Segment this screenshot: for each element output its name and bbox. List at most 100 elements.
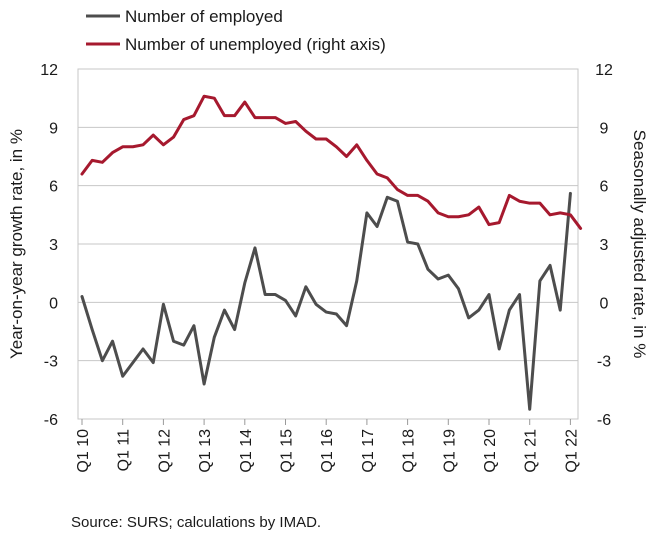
data-point xyxy=(223,308,226,312)
series-line-1 xyxy=(80,94,583,230)
data-point xyxy=(233,114,236,117)
data-point xyxy=(182,343,185,347)
data-point xyxy=(559,308,562,312)
data-point xyxy=(386,196,389,199)
data-point xyxy=(213,96,216,100)
data-point xyxy=(365,211,369,215)
data-point xyxy=(192,114,196,117)
data-point xyxy=(243,281,246,285)
data-point xyxy=(335,145,338,148)
x-tick-label: Q1 18 xyxy=(401,429,418,473)
right-axis-ticks: -6 -3 0 3 6 9 12 xyxy=(595,62,613,429)
data-point xyxy=(497,347,501,351)
data-point xyxy=(345,324,348,327)
right-tick-label: 12 xyxy=(595,62,613,79)
data-point xyxy=(528,201,531,205)
x-tick-label: Q1 21 xyxy=(523,429,540,473)
data-point xyxy=(80,295,84,298)
data-point xyxy=(365,159,369,162)
data-point xyxy=(436,277,440,281)
data-point xyxy=(569,192,572,195)
data-point xyxy=(294,314,297,318)
left-tick-label: 0 xyxy=(49,295,58,312)
data-point xyxy=(141,347,145,351)
x-tick-label: Q1 15 xyxy=(279,429,296,473)
legend-label-unemployed: Number of unemployed (right axis) xyxy=(125,35,386,54)
data-point xyxy=(274,293,277,296)
data-point xyxy=(172,340,175,343)
data-point xyxy=(111,151,114,154)
right-tick-label: -6 xyxy=(597,412,611,429)
x-axis-ticks: Q1 10 Q1 11 Q1 12 Q1 13 Q1 14 Q1 15 Q1 16 Q1 17… xyxy=(75,419,580,473)
data-point xyxy=(162,143,165,147)
data-point xyxy=(477,308,481,312)
right-tick-label: -3 xyxy=(597,354,611,371)
data-point xyxy=(386,176,389,180)
data-point xyxy=(487,223,491,226)
data-point xyxy=(90,328,94,331)
data-point xyxy=(559,211,562,215)
data-point xyxy=(284,299,287,302)
data-point xyxy=(457,287,460,290)
data-point xyxy=(416,242,419,246)
data-point xyxy=(213,336,216,339)
data-point xyxy=(80,172,84,176)
data-point xyxy=(457,215,460,218)
left-tick-label: 6 xyxy=(49,179,58,196)
data-point xyxy=(101,161,104,164)
data-point xyxy=(284,122,287,125)
plot-frame xyxy=(77,68,579,420)
left-tick-label: 3 xyxy=(49,237,58,254)
left-tick-label: -3 xyxy=(44,354,58,371)
data-point xyxy=(233,328,236,331)
data-point xyxy=(447,215,450,218)
data-point xyxy=(294,120,297,123)
data-point xyxy=(497,221,501,224)
data-point xyxy=(467,316,470,320)
data-point xyxy=(263,116,267,119)
data-point xyxy=(538,201,542,205)
data-point xyxy=(345,155,348,158)
x-tick-label: Q1 11 xyxy=(116,429,133,472)
x-tick-label: Q1 17 xyxy=(360,429,377,473)
left-tick-label: -6 xyxy=(44,412,58,429)
data-point xyxy=(375,172,379,176)
data-point xyxy=(263,293,267,296)
data-point xyxy=(335,312,338,316)
data-point xyxy=(141,143,145,147)
gridlines xyxy=(78,68,578,420)
left-tick-label: 9 xyxy=(49,120,58,137)
data-point xyxy=(253,246,257,250)
data-point xyxy=(152,361,155,364)
data-point xyxy=(202,95,206,98)
data-point xyxy=(111,340,114,343)
data-point xyxy=(508,308,511,312)
data-point xyxy=(182,118,185,121)
data-point xyxy=(314,303,318,306)
data-point xyxy=(426,200,430,203)
data-point xyxy=(172,135,175,139)
data-point xyxy=(162,303,165,306)
data-point xyxy=(416,194,419,197)
data-point xyxy=(192,324,196,327)
data-point xyxy=(396,188,399,191)
data-point xyxy=(528,408,531,411)
data-point xyxy=(121,145,124,148)
data-point xyxy=(101,359,104,362)
data-point xyxy=(447,273,450,277)
x-tick-label: Q1 14 xyxy=(238,429,255,473)
source-note: Source: SURS; calculations by IMAD. xyxy=(71,514,321,531)
series-lines xyxy=(80,94,583,411)
x-tick-label: Q1 12 xyxy=(156,429,173,473)
data-point xyxy=(406,240,409,244)
data-point xyxy=(202,382,206,386)
data-point xyxy=(90,159,94,162)
x-tick-label: Q1 19 xyxy=(441,429,458,473)
data-point xyxy=(569,213,572,217)
data-point xyxy=(518,200,521,203)
data-point xyxy=(253,116,257,119)
data-point xyxy=(426,268,430,271)
x-tick-label: Q1 10 xyxy=(75,429,92,473)
